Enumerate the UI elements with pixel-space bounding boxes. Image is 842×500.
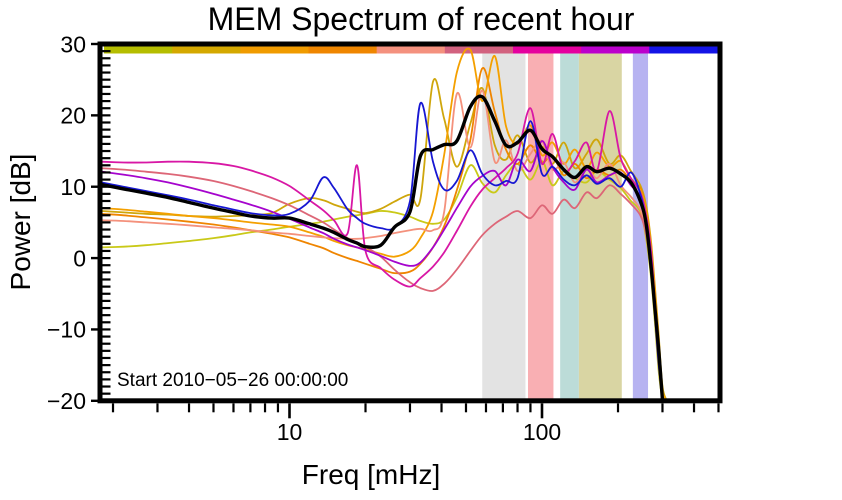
time-color-bar (104, 46, 718, 54)
band-pink (527, 47, 554, 399)
chart-title: MEM Spectrum of recent hour (207, 1, 635, 37)
time-color-bar-segment (444, 46, 514, 54)
spectra (100, 47, 668, 401)
y-tick-label: −20 (47, 388, 86, 414)
time-color-bar-segment (172, 46, 241, 54)
time-color-bar-segment (240, 46, 309, 54)
spectrum-line-salmon (100, 89, 664, 401)
spectrum-line-mean (100, 94, 665, 401)
plot-frame (97, 41, 723, 404)
spectrum-line-magenta (100, 107, 668, 401)
time-color-bar-segment (581, 46, 650, 54)
start-time-annotation: Start 2010−05−26 00:00:00 (117, 370, 349, 391)
band-teal (560, 47, 579, 399)
frequency-bands (482, 47, 649, 399)
time-color-bar-segment (104, 46, 173, 54)
y-axis-ticks: 30 20 10 0 −10 −20 (47, 31, 111, 414)
x-tick-label: 10 (277, 419, 303, 445)
spectrum-line-blue (100, 102, 664, 401)
y-tick-label: 30 (60, 31, 86, 57)
x-axis-ticks: 10 100 (111, 403, 720, 445)
spectrum-line-rose (100, 167, 664, 401)
time-color-bar-segment (513, 46, 582, 54)
y-tick-label: 0 (73, 245, 86, 271)
y-tick-label: 20 (60, 103, 86, 129)
y-axis-label: Power [dB] (5, 153, 36, 291)
x-tick-label: 100 (523, 419, 561, 445)
time-color-bar-segment (649, 46, 718, 54)
time-color-bar-segment (308, 46, 378, 54)
x-axis-label: Freq [mHz] (301, 459, 441, 490)
band-lavender (632, 47, 649, 399)
y-tick-label: −10 (47, 317, 86, 343)
y-tick-label: 10 (60, 174, 86, 200)
time-color-bar-segment (376, 46, 446, 54)
band-khaki (578, 47, 622, 399)
band-gray (482, 47, 526, 399)
